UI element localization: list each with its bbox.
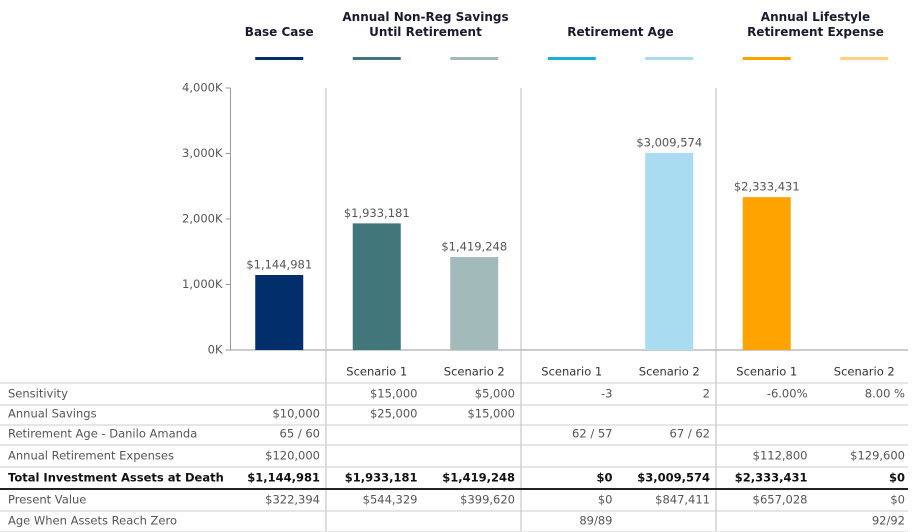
y-tick-label: 1,000K bbox=[182, 277, 223, 291]
cell: $0 bbox=[598, 493, 613, 507]
cell: $120,000 bbox=[265, 449, 320, 463]
row-label: Present Value bbox=[8, 493, 86, 507]
legend-swatch bbox=[840, 57, 889, 60]
cell: $399,620 bbox=[460, 493, 515, 507]
bar bbox=[645, 152, 694, 350]
cell: 2 bbox=[703, 387, 710, 401]
bar bbox=[352, 223, 401, 350]
row-label: Annual Savings bbox=[8, 407, 97, 421]
y-tick-label: 2,000K bbox=[182, 212, 223, 226]
cell: $5,000 bbox=[475, 387, 515, 401]
legend-swatch bbox=[645, 57, 694, 60]
x-tick-label: Scenario 2 bbox=[444, 365, 505, 379]
bar bbox=[450, 257, 499, 350]
legend-swatch bbox=[352, 57, 401, 60]
group-header: Base Case bbox=[244, 25, 314, 39]
cell: $25,000 bbox=[370, 407, 418, 421]
y-tick-label: 4,000K bbox=[182, 81, 223, 95]
cell: -3 bbox=[601, 387, 612, 401]
legend-swatch bbox=[547, 57, 596, 60]
bar bbox=[255, 275, 304, 350]
cell: $112,800 bbox=[753, 449, 808, 463]
cell: $0 bbox=[889, 471, 905, 485]
group-header: Annual Lifestyle Retirement Expense bbox=[747, 10, 884, 39]
group-header: Retirement Age bbox=[567, 25, 674, 39]
row-label: Total Investment Assets at Death bbox=[8, 471, 224, 485]
cell: 65 / 60 bbox=[280, 427, 320, 441]
cell: 67 / 62 bbox=[670, 427, 710, 441]
value-label: $1,933,181 bbox=[344, 206, 410, 220]
cell: -6.00% bbox=[767, 387, 808, 401]
x-tick-label: Scenario 2 bbox=[834, 365, 895, 379]
value-label: $1,419,248 bbox=[441, 240, 507, 254]
legend-swatch bbox=[742, 57, 791, 60]
x-tick-label: Scenario 1 bbox=[736, 365, 797, 379]
group-header: Annual Non-Reg Savings Until Retirement bbox=[342, 10, 509, 39]
cell: $0 bbox=[596, 471, 612, 485]
x-tick-label: Scenario 1 bbox=[541, 365, 602, 379]
cell: $15,000 bbox=[370, 387, 418, 401]
value-label: $1,144,981 bbox=[246, 258, 312, 272]
cell: $3,009,574 bbox=[637, 471, 710, 485]
cell: $10,000 bbox=[272, 407, 320, 421]
cell: 92/92 bbox=[872, 514, 905, 528]
cell: $544,329 bbox=[363, 493, 418, 507]
cell: $129,600 bbox=[850, 449, 905, 463]
row-label: Annual Retirement Expenses bbox=[8, 449, 174, 463]
legend-swatch bbox=[450, 57, 499, 60]
cell: $322,394 bbox=[265, 493, 320, 507]
cell: $15,000 bbox=[467, 407, 515, 421]
row-label: Retirement Age - Danilo Amanda bbox=[8, 427, 197, 441]
y-tick-label: 0K bbox=[208, 343, 223, 357]
x-tick-label: Scenario 1 bbox=[346, 365, 407, 379]
cell: 62 / 57 bbox=[572, 427, 612, 441]
cell: $1,144,981 bbox=[247, 471, 320, 485]
row-label: Sensitivity bbox=[8, 387, 68, 401]
bar bbox=[742, 197, 791, 350]
x-tick-label: Scenario 2 bbox=[639, 365, 700, 379]
legend-swatch bbox=[255, 57, 304, 60]
row-label: Age When Assets Reach Zero bbox=[8, 514, 177, 528]
y-tick-label: 3,000K bbox=[182, 146, 223, 160]
cell: $1,933,181 bbox=[345, 471, 418, 485]
cell: $0 bbox=[890, 493, 905, 507]
cell: $657,028 bbox=[753, 493, 808, 507]
cell: 8.00 % bbox=[865, 387, 905, 401]
cell: 89/89 bbox=[579, 514, 612, 528]
value-label: $3,009,574 bbox=[636, 135, 702, 149]
value-label: $2,333,431 bbox=[734, 180, 800, 194]
cell: $847,411 bbox=[655, 493, 710, 507]
cell: $2,333,431 bbox=[735, 471, 808, 485]
cell: $1,419,248 bbox=[442, 471, 515, 485]
